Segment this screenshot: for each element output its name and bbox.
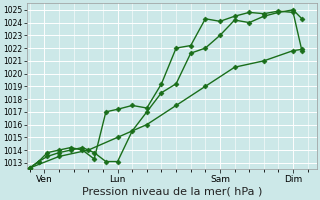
X-axis label: Pression niveau de la mer( hPa ): Pression niveau de la mer( hPa ): [82, 187, 262, 197]
